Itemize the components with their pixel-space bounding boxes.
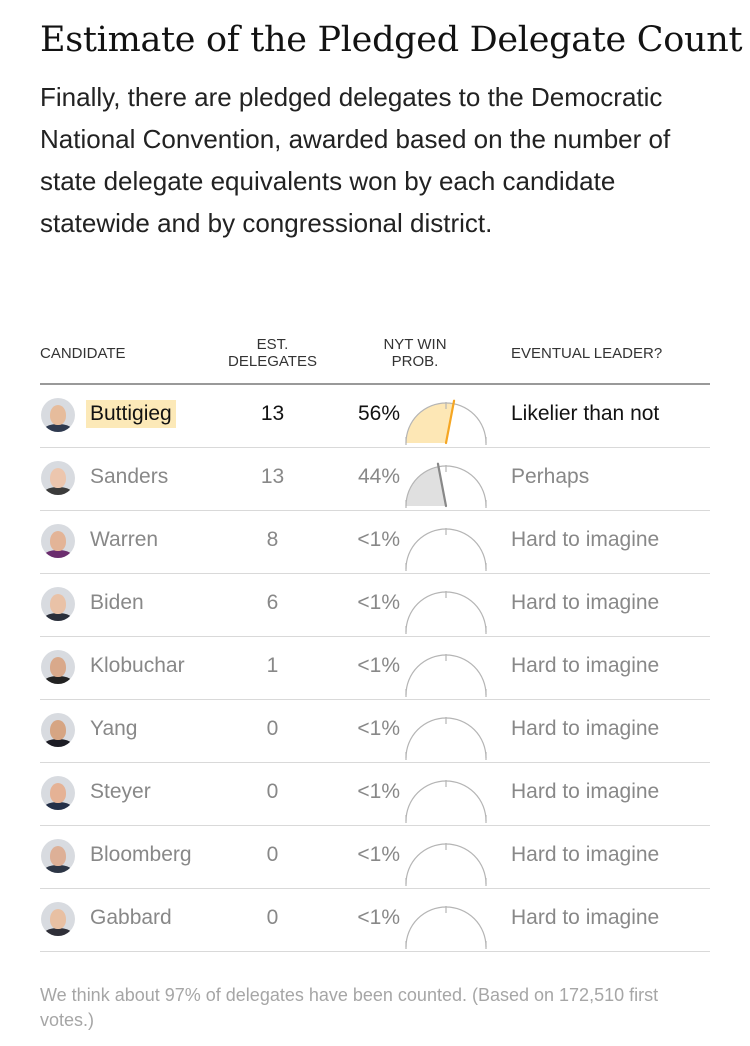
gauge-needle — [436, 462, 448, 508]
win-prob-gauge — [405, 906, 487, 949]
intro-text: Finally, there are pledged delegates to … — [40, 82, 671, 238]
table-row: Biden 6 <1% Hard to imagine — [40, 574, 710, 637]
header-rule — [40, 383, 710, 385]
delegate-count: 8 — [266, 528, 279, 551]
eventual-leader-label: Likelier than not — [511, 402, 660, 425]
candidate-name: Warren — [90, 528, 159, 551]
win-prob-gauge — [405, 462, 487, 508]
gauge-needle — [444, 399, 456, 445]
eventual-leader-label: Hard to imagine — [511, 528, 660, 551]
win-prob-gauge — [405, 843, 487, 886]
bloomberg-photo — [41, 839, 75, 873]
candidate-name: Gabbard — [90, 906, 172, 929]
yang-photo — [41, 713, 75, 747]
chart-title: Estimate of the Pledged Delegate Count — [40, 20, 743, 60]
header-delegates: EST. DELEGATES — [220, 336, 325, 370]
sanders-photo — [41, 461, 75, 495]
header-candidate: CANDIDATE — [40, 345, 126, 362]
biden-photo — [41, 587, 75, 621]
eventual-leader-label: Hard to imagine — [511, 843, 660, 866]
candidate-name: Buttigieg — [86, 400, 176, 428]
header-delegates-line2: DELEGATES — [228, 353, 317, 370]
win-probability: <1% — [357, 780, 400, 803]
delegate-count: 0 — [266, 780, 279, 803]
eventual-leader-label: Perhaps — [511, 465, 590, 488]
table-row: Bloomberg 0 <1% Hard to imagine — [40, 826, 710, 889]
delegate-count: 6 — [266, 591, 279, 614]
footnote: We think about 97% of delegates have bee… — [40, 985, 659, 1030]
candidate-name: Klobuchar — [90, 654, 185, 677]
header-eventual-leader: EVENTUAL LEADER? — [511, 345, 663, 362]
win-prob-gauge — [405, 591, 487, 634]
gauge-fill — [406, 466, 446, 506]
candidate-name: Bloomberg — [90, 843, 192, 866]
delegate-count: 0 — [266, 717, 279, 740]
eventual-leader-label: Hard to imagine — [511, 780, 660, 803]
buttigieg-photo — [41, 398, 75, 432]
win-prob-gauge — [405, 399, 487, 445]
header-prob-line2: PROB. — [391, 353, 439, 370]
table-row: Klobuchar 1 <1% Hard to imagine — [40, 637, 710, 700]
candidate-table: Buttigieg 13 56% Likelier than not Sanders 13… — [40, 385, 710, 952]
header-prob-line1: NYT WIN — [383, 336, 447, 353]
klobuchar-photo — [41, 650, 75, 684]
table-row: Warren 8 <1% Hard to imagine — [40, 511, 710, 574]
delegate-count: 0 — [266, 906, 279, 929]
win-probability: 56% — [357, 402, 400, 425]
header-delegates-line1: EST. — [256, 336, 289, 353]
table-row: Steyer 0 <1% Hard to imagine — [40, 763, 710, 826]
delegate-count: 13 — [260, 402, 285, 425]
eventual-leader-label: Hard to imagine — [511, 906, 660, 929]
candidate-name: Steyer — [90, 780, 151, 803]
delegate-count: 1 — [266, 654, 279, 677]
table-row: Gabbard 0 <1% Hard to imagine — [40, 889, 710, 952]
win-probability: <1% — [357, 906, 400, 929]
win-probability: 44% — [357, 465, 400, 488]
win-prob-gauge — [405, 717, 487, 760]
win-probability: <1% — [357, 654, 400, 677]
table-row: Buttigieg 13 56% Likelier than not — [40, 385, 710, 448]
header-win-prob: NYT WIN PROB. — [360, 336, 470, 370]
win-prob-gauge — [405, 654, 487, 697]
steyer-photo — [41, 776, 75, 810]
eventual-leader-label: Hard to imagine — [511, 717, 660, 740]
win-probability: <1% — [357, 528, 400, 551]
table-row: Yang 0 <1% Hard to imagine — [40, 700, 710, 763]
gabbard-photo — [41, 902, 75, 936]
win-prob-gauge — [405, 780, 487, 823]
win-probability: <1% — [357, 843, 400, 866]
table-row: Sanders 13 44% Perhaps — [40, 448, 710, 511]
delegate-count: 13 — [260, 465, 285, 488]
eventual-leader-label: Hard to imagine — [511, 591, 660, 614]
table-header: CANDIDATE EST. DELEGATES NYT WIN PROB. E… — [40, 336, 710, 384]
delegate-count: 0 — [266, 843, 279, 866]
win-prob-gauge — [405, 528, 487, 571]
gauge-fill — [406, 403, 454, 443]
win-probability: <1% — [357, 591, 400, 614]
candidate-name: Sanders — [90, 465, 169, 488]
candidate-name: Yang — [90, 717, 138, 740]
candidate-name: Biden — [90, 591, 144, 614]
win-probability: <1% — [357, 717, 400, 740]
eventual-leader-label: Hard to imagine — [511, 654, 660, 677]
warren-photo — [41, 524, 75, 558]
